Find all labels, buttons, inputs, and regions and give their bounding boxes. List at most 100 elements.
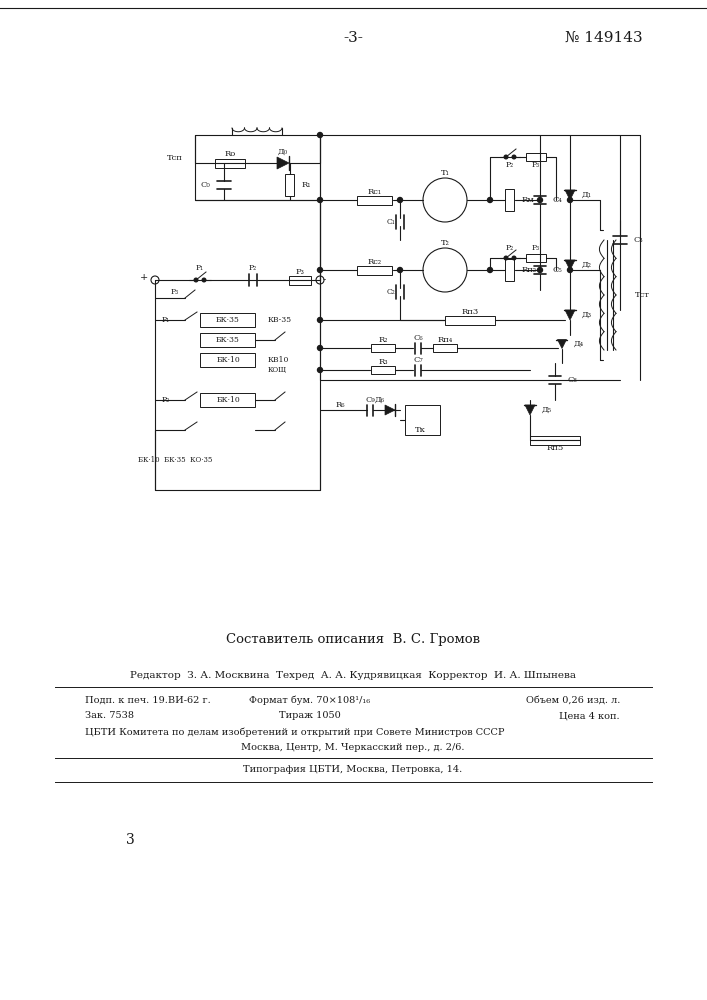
Circle shape <box>537 267 542 272</box>
Circle shape <box>194 278 198 282</box>
Text: P₂: P₂ <box>506 244 514 252</box>
Text: Д₃: Д₃ <box>582 311 592 319</box>
Text: Rс₁: Rс₁ <box>368 188 382 196</box>
Polygon shape <box>277 157 289 169</box>
Text: -: - <box>323 275 326 284</box>
Text: КВ-35: КВ-35 <box>268 316 292 324</box>
Text: С₈: С₈ <box>568 376 578 384</box>
Text: С₇: С₇ <box>413 357 423 364</box>
Text: С₆: С₆ <box>413 334 423 342</box>
Text: Тст: Тст <box>635 291 650 299</box>
Text: Rп₂: Rп₂ <box>522 266 537 274</box>
Bar <box>405 405 440 435</box>
Polygon shape <box>558 340 566 349</box>
Bar <box>358 196 392 205</box>
Bar <box>506 259 515 281</box>
Text: Формат бум. 70×108¹/₁₆: Формат бум. 70×108¹/₁₆ <box>250 695 370 705</box>
Bar <box>433 344 457 352</box>
Bar <box>371 344 395 352</box>
Circle shape <box>537 198 542 202</box>
Bar <box>526 254 546 262</box>
Bar <box>215 158 245 167</box>
Text: Д₅: Д₅ <box>542 406 552 414</box>
Polygon shape <box>565 190 575 200</box>
Circle shape <box>317 318 322 322</box>
Text: T₂: T₂ <box>440 239 450 247</box>
Text: № 149143: № 149143 <box>565 31 643 45</box>
Text: Rс₂: Rс₂ <box>368 257 382 265</box>
Text: Rп3: Rп3 <box>462 308 479 316</box>
Text: Цена 4 коп.: Цена 4 коп. <box>559 712 620 720</box>
Text: КОЩ: КОЩ <box>268 366 287 374</box>
Text: БК·10  БК·35  КО·35: БК·10 БК·35 КО·35 <box>138 456 212 464</box>
Text: КВ10: КВ10 <box>268 356 289 364</box>
Text: P₂: P₂ <box>506 161 514 169</box>
Text: Rо: Rо <box>224 150 235 158</box>
Circle shape <box>568 267 573 272</box>
Text: ЦБТИ Комитета по делам изобретений и открытий при Совете Министров СССР: ЦБТИ Комитета по делам изобретений и отк… <box>85 727 505 737</box>
Text: T₁: T₁ <box>440 169 450 177</box>
Text: P₃: P₃ <box>296 267 305 275</box>
Text: -3-: -3- <box>343 31 363 45</box>
Text: 3: 3 <box>126 833 134 847</box>
Circle shape <box>512 256 516 260</box>
Circle shape <box>488 267 493 272</box>
Text: P₂: P₂ <box>249 264 257 272</box>
Circle shape <box>317 132 322 137</box>
Circle shape <box>317 346 322 351</box>
Text: Составитель описания  В. С. Громов: Составитель описания В. С. Громов <box>226 634 480 647</box>
Bar <box>200 313 255 327</box>
Circle shape <box>317 198 322 202</box>
Text: С₄: С₄ <box>553 196 563 204</box>
Text: С₅: С₅ <box>553 266 563 274</box>
Text: P₁: P₁ <box>162 316 170 324</box>
Polygon shape <box>525 405 535 415</box>
Circle shape <box>504 155 508 159</box>
Text: R₂: R₂ <box>378 336 387 344</box>
Circle shape <box>488 198 493 202</box>
Text: P₃: P₃ <box>532 161 540 169</box>
Text: Подп. к печ. 19.ВИ-62 г.: Подп. к печ. 19.ВИ-62 г. <box>85 696 211 704</box>
Text: БК·35: БК·35 <box>216 336 240 344</box>
Polygon shape <box>565 260 575 270</box>
Text: R₆: R₆ <box>335 401 345 409</box>
Bar <box>200 333 255 347</box>
Text: Rп₄: Rп₄ <box>438 336 452 344</box>
Text: Зак. 7538: Зак. 7538 <box>85 712 134 720</box>
Text: БК·10: БК·10 <box>216 396 240 404</box>
Circle shape <box>397 198 402 202</box>
Text: P₃: P₃ <box>171 288 179 296</box>
Polygon shape <box>565 310 575 320</box>
Bar <box>530 436 580 444</box>
Text: С₀: С₀ <box>200 181 210 189</box>
Text: С₃: С₃ <box>634 236 643 244</box>
Text: Д₁: Д₁ <box>582 191 592 199</box>
Bar <box>371 366 395 374</box>
Circle shape <box>317 367 322 372</box>
Circle shape <box>317 267 322 272</box>
Text: БК·10: БК·10 <box>216 356 240 364</box>
Bar <box>506 189 515 211</box>
Circle shape <box>397 267 402 272</box>
Bar <box>200 393 255 407</box>
Circle shape <box>568 198 573 202</box>
Text: P₃: P₃ <box>532 244 540 252</box>
Circle shape <box>504 256 508 260</box>
Circle shape <box>202 278 206 282</box>
Bar <box>358 265 392 274</box>
Text: Д₀: Д₀ <box>278 148 288 156</box>
Bar <box>445 316 495 324</box>
Text: Объем 0,26 изд. л.: Объем 0,26 изд. л. <box>525 696 620 704</box>
Text: R₁: R₁ <box>301 181 311 189</box>
Text: Тсп: Тсп <box>167 154 183 162</box>
Text: Д₂: Д₂ <box>582 261 592 269</box>
Text: R₃: R₃ <box>378 358 387 366</box>
Text: Типография ЦБТИ, Москва, Петровка, 14.: Типография ЦБТИ, Москва, Петровка, 14. <box>243 766 462 774</box>
Text: С₁: С₁ <box>386 218 395 226</box>
Polygon shape <box>385 405 395 415</box>
Text: Редактор  З. А. Москвина  Техред  А. А. Кудрявицкая  Корректор  И. А. Шпынева: Редактор З. А. Москвина Техред А. А. Куд… <box>130 670 576 680</box>
Text: +: + <box>140 273 148 282</box>
Text: Д₄: Д₄ <box>573 340 583 348</box>
Text: Москва, Центр, М. Черкасский пер., д. 2/6.: Москва, Центр, М. Черкасский пер., д. 2/… <box>241 744 464 752</box>
Text: С₉: С₉ <box>365 396 375 404</box>
